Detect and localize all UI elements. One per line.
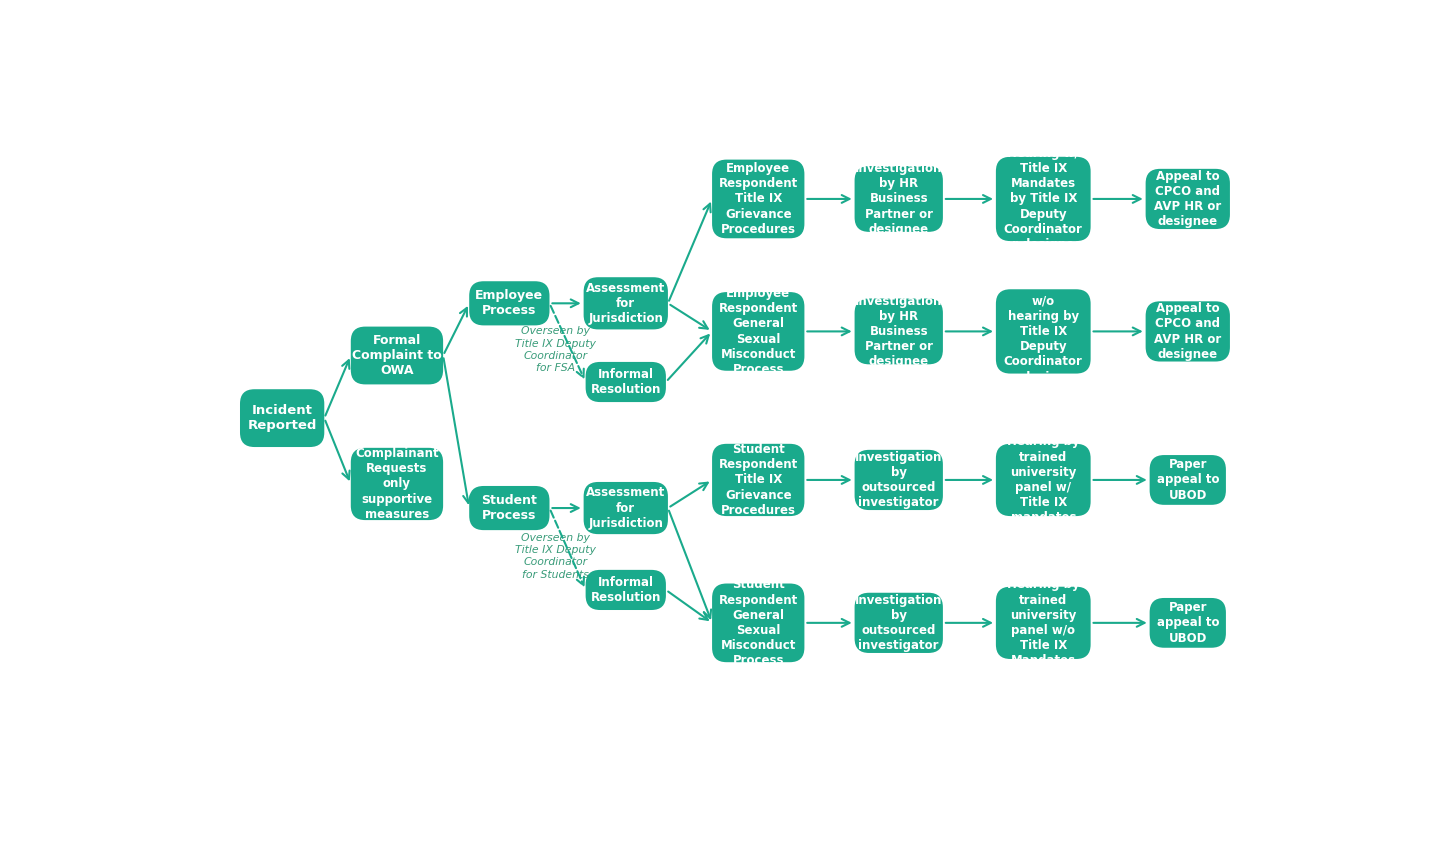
FancyBboxPatch shape <box>1150 455 1226 504</box>
Text: Student
Respondent
General
Sexual
Misconduct
Process: Student Respondent General Sexual Miscon… <box>719 578 798 668</box>
Text: Assessment
for
Jurisdiction: Assessment for Jurisdiction <box>587 281 665 325</box>
Text: Investigation
by
outsourced
investigator: Investigation by outsourced investigator <box>855 593 942 652</box>
FancyBboxPatch shape <box>351 448 443 520</box>
Text: Appeal to
CPCO and
AVP HR or
designee: Appeal to CPCO and AVP HR or designee <box>1155 169 1222 228</box>
Text: Investigation
by HR
Business
Partner or
designee: Investigation by HR Business Partner or … <box>855 294 942 369</box>
Text: Overseen by
Title IX Deputy
Coordinator
for FSA: Overseen by Title IX Deputy Coordinator … <box>514 327 596 374</box>
FancyBboxPatch shape <box>996 289 1091 374</box>
Text: Overseen by
Title IX Deputy
Coordinator
for Students: Overseen by Title IX Deputy Coordinator … <box>514 533 596 580</box>
FancyBboxPatch shape <box>585 570 665 610</box>
Text: Informal
Resolution: Informal Resolution <box>591 368 661 396</box>
Text: Hearing w/
Title IX
Mandates
by Title IX
Deputy
Coordinator
or designee: Hearing w/ Title IX Mandates by Title IX… <box>1003 147 1083 251</box>
FancyBboxPatch shape <box>1150 598 1226 648</box>
FancyBboxPatch shape <box>712 160 804 239</box>
FancyBboxPatch shape <box>855 298 943 364</box>
FancyBboxPatch shape <box>712 444 804 516</box>
FancyBboxPatch shape <box>996 156 1091 241</box>
Text: Investigation
by
outsourced
investigator: Investigation by outsourced investigator <box>855 451 942 510</box>
Text: Investigation
by HR
Business
Partner or
designee: Investigation by HR Business Partner or … <box>855 162 942 236</box>
Text: Informal
Resolution: Informal Resolution <box>591 575 661 604</box>
FancyBboxPatch shape <box>996 444 1091 516</box>
FancyBboxPatch shape <box>855 593 943 653</box>
FancyBboxPatch shape <box>855 166 943 232</box>
FancyBboxPatch shape <box>584 277 668 329</box>
FancyBboxPatch shape <box>469 486 549 530</box>
Text: Employee
Respondent
Title IX
Grievance
Procedures: Employee Respondent Title IX Grievance P… <box>719 162 798 236</box>
Text: Assessment
for
Jurisdiction: Assessment for Jurisdiction <box>587 486 665 530</box>
Text: Hearing by
trained
university
panel w/o
Title IX
Mandates: Hearing by trained university panel w/o … <box>1008 578 1079 668</box>
Text: Employee
Process: Employee Process <box>475 289 543 317</box>
FancyBboxPatch shape <box>1146 168 1230 229</box>
Text: Formal
Complaint to
OWA: Formal Complaint to OWA <box>352 333 441 377</box>
FancyBboxPatch shape <box>469 281 549 326</box>
FancyBboxPatch shape <box>585 362 665 402</box>
Text: Student
Process: Student Process <box>482 494 537 522</box>
FancyBboxPatch shape <box>712 292 804 371</box>
FancyBboxPatch shape <box>1146 301 1230 362</box>
Text: Paper
appeal to
UBOD: Paper appeal to UBOD <box>1156 458 1219 502</box>
FancyBboxPatch shape <box>240 389 325 447</box>
FancyBboxPatch shape <box>712 583 804 662</box>
Text: Decision
w/o
hearing by
Title IX
Deputy
Coordinator
or designee: Decision w/o hearing by Title IX Deputy … <box>1003 280 1083 384</box>
Text: Complainant
Requests
only
supportive
measures: Complainant Requests only supportive mea… <box>355 447 438 521</box>
Text: Hearing by
trained
university
panel w/
Title IX
mandates: Hearing by trained university panel w/ T… <box>1008 435 1079 524</box>
Text: Incident
Reported: Incident Reported <box>248 404 317 433</box>
FancyBboxPatch shape <box>351 327 443 385</box>
FancyBboxPatch shape <box>996 587 1091 659</box>
Text: Employee
Respondent
General
Sexual
Misconduct
Process: Employee Respondent General Sexual Misco… <box>719 287 798 376</box>
FancyBboxPatch shape <box>584 482 668 534</box>
FancyBboxPatch shape <box>855 450 943 510</box>
Text: Student
Respondent
Title IX
Grievance
Procedures: Student Respondent Title IX Grievance Pr… <box>719 443 798 516</box>
Text: Appeal to
CPCO and
AVP HR or
designee: Appeal to CPCO and AVP HR or designee <box>1155 302 1222 361</box>
Text: Paper
appeal to
UBOD: Paper appeal to UBOD <box>1156 601 1219 645</box>
